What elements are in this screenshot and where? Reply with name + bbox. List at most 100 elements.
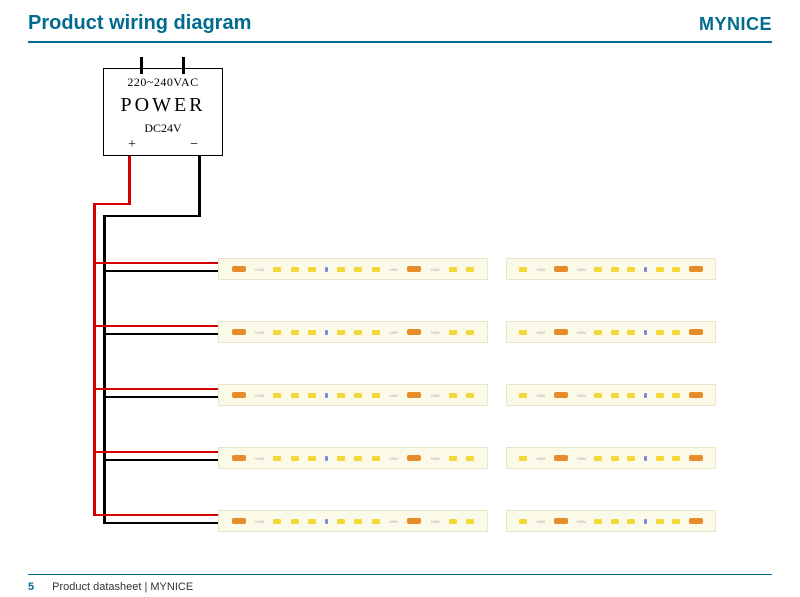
led-chip [594, 456, 602, 461]
resistor [644, 519, 647, 524]
led-chip [273, 519, 281, 524]
solder-pad [232, 392, 246, 398]
led-chip [449, 330, 457, 335]
footer-text: Product datasheet | MYNICE [52, 581, 193, 593]
wire-positive-branch [93, 325, 218, 327]
led-strip: +24V+24V+24V [218, 510, 488, 532]
led-chip [354, 519, 362, 524]
led-chip [594, 519, 602, 524]
wire-negative-branch [103, 270, 218, 272]
solder-pad [232, 329, 246, 335]
strip-voltage-label: +24V [431, 267, 440, 272]
led-chip [372, 267, 380, 272]
led-chip [672, 330, 680, 335]
led-chip [308, 267, 316, 272]
led-chip [672, 393, 680, 398]
strip-voltage-label: +24V [576, 456, 585, 461]
led-chip [354, 456, 362, 461]
led-chip [291, 267, 299, 272]
led-chip [466, 393, 474, 398]
led-chip [449, 456, 457, 461]
wire-negative-branch [103, 522, 218, 524]
led-chip [337, 393, 345, 398]
strip-voltage-label: +24V [255, 393, 264, 398]
led-chip [372, 456, 380, 461]
solder-pad [232, 266, 246, 272]
resistor [644, 267, 647, 272]
power-input-voltage: 220~240VAC [104, 75, 222, 90]
led-chip [354, 330, 362, 335]
strip-voltage-label: +24V [255, 519, 264, 524]
led-chip [372, 330, 380, 335]
strip-voltage-label: +24V [389, 330, 398, 335]
solder-pad [407, 518, 421, 524]
wire-negative-branch [103, 396, 218, 398]
led-chip [672, 267, 680, 272]
led-chip [594, 330, 602, 335]
wire-negative-branch [103, 333, 218, 335]
solder-pad [407, 266, 421, 272]
led-strip-row: +24V+24V+24V+24V+24V [218, 510, 716, 532]
solder-pad [554, 392, 568, 398]
wiring-diagram: 220~240VAC POWER DC24V + − +24V+24V+24V+… [28, 63, 772, 563]
page-number: 5 [28, 581, 34, 593]
solder-pad [232, 518, 246, 524]
header: Product wiring diagram MYNICE [0, 0, 800, 41]
solder-pad [689, 266, 703, 272]
led-strip: +24V+24V [506, 321, 716, 343]
header-divider [28, 41, 772, 43]
led-chip [672, 519, 680, 524]
wire-negative-branch [103, 459, 218, 461]
strip-voltage-label: +24V [576, 267, 585, 272]
solder-pad [689, 518, 703, 524]
ac-input-wire [182, 57, 185, 74]
polarity-minus: − [190, 137, 198, 153]
led-chip [611, 330, 619, 335]
strip-voltage-label: +24V [576, 519, 585, 524]
power-output-voltage: DC24V [104, 121, 222, 136]
led-chip [594, 267, 602, 272]
resistor [325, 456, 328, 461]
strip-voltage-label: +24V [536, 456, 545, 461]
led-strip: +24V+24V+24V [218, 258, 488, 280]
brand-logo: MYNICE [699, 14, 772, 35]
led-chip [308, 519, 316, 524]
strip-voltage-label: +24V [389, 267, 398, 272]
led-chip [627, 330, 635, 335]
solder-pad [689, 392, 703, 398]
led-strip-row: +24V+24V+24V+24V+24V [218, 258, 716, 280]
power-label: POWER [104, 94, 222, 117]
led-chip [627, 519, 635, 524]
led-strip: +24V+24V [506, 384, 716, 406]
led-strip-row: +24V+24V+24V+24V+24V [218, 384, 716, 406]
led-chip [466, 519, 474, 524]
footer: 5 Product datasheet | MYNICE [28, 581, 193, 593]
solder-pad [407, 329, 421, 335]
footer-divider [28, 574, 772, 575]
led-chip [627, 456, 635, 461]
strip-voltage-label: +24V [536, 519, 545, 524]
led-chip [449, 393, 457, 398]
led-chip [656, 393, 664, 398]
wire-positive-branch [93, 262, 218, 264]
led-chip [337, 267, 345, 272]
led-strip: +24V+24V+24V [218, 321, 488, 343]
power-supply-box: 220~240VAC POWER DC24V + − [103, 68, 223, 156]
strip-voltage-label: +24V [536, 267, 545, 272]
led-chip [372, 519, 380, 524]
strip-voltage-label: +24V [431, 330, 440, 335]
strip-voltage-label: +24V [576, 393, 585, 398]
led-chip [337, 456, 345, 461]
led-chip [273, 267, 281, 272]
led-chip [466, 456, 474, 461]
resistor [325, 393, 328, 398]
led-chip [656, 519, 664, 524]
strip-voltage-label: +24V [255, 456, 264, 461]
led-chip [519, 267, 527, 272]
strip-voltage-label: +24V [389, 456, 398, 461]
strip-voltage-label: +24V [431, 519, 440, 524]
led-chip [627, 393, 635, 398]
led-chip [656, 330, 664, 335]
wire-negative [198, 156, 201, 215]
strip-voltage-label: +24V [389, 393, 398, 398]
